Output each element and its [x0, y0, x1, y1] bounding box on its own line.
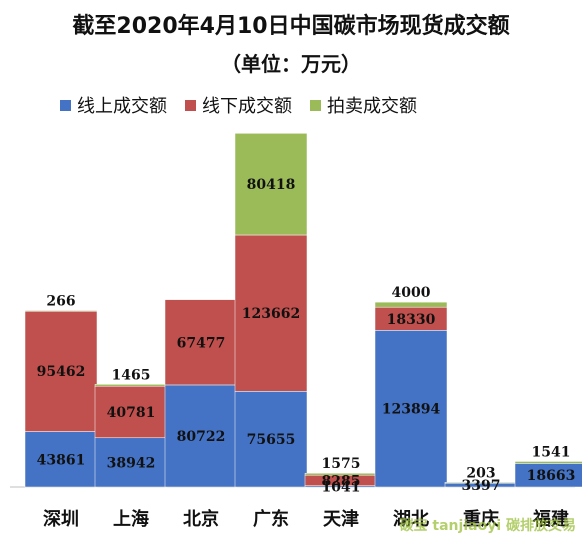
bar-深圳-series-1 — [24, 310, 98, 432]
bar-广东-series-2 — [234, 133, 308, 236]
bar-上海-series-2 — [94, 384, 168, 387]
bar-广东-series-0 — [234, 391, 308, 488]
legend-swatch-auction — [310, 99, 321, 111]
bar-福建-series-2 — [514, 461, 582, 464]
bar-上海-series-1 — [94, 385, 168, 439]
legend-item-online: 线上成交额 — [60, 92, 167, 118]
legend-swatch-offline — [185, 99, 196, 111]
bar-上海-series-0 — [94, 437, 168, 488]
legend-item-offline: 线下成交额 — [185, 92, 292, 118]
bar-广东-series-1 — [234, 234, 308, 392]
data-label-天津-series-2: 1575 — [322, 456, 361, 472]
x-tick-label-广东: 广东 — [253, 508, 289, 530]
data-label-上海-series-2: 1465 — [112, 367, 151, 383]
bar-北京-series-0 — [164, 384, 238, 488]
x-tick-label-重庆: 重庆 — [463, 508, 499, 530]
legend-label-online: 线上成交额 — [77, 96, 167, 117]
data-label-重庆-series-2: 203 — [466, 465, 495, 481]
legend-item-auction: 拍卖成交额 — [310, 92, 417, 118]
data-label-广东-series-1: 123662 — [242, 306, 300, 322]
x-tick-label-天津: 天津 — [323, 508, 359, 530]
data-label-天津-series-0: 1041 — [322, 479, 361, 495]
x-tick-label-福建: 福建 — [532, 508, 569, 530]
data-label-深圳-series-1: 95462 — [37, 364, 86, 380]
bar-北京-series-1 — [164, 299, 238, 386]
bar-湖北-series-2 — [374, 301, 448, 308]
data-label-深圳-series-0: 43861 — [37, 452, 86, 468]
data-label-北京-series-1: 67477 — [177, 335, 226, 351]
chart-subtitle: （单位：万元） — [221, 52, 361, 76]
data-label-湖北-series-2: 4000 — [392, 285, 431, 301]
x-tick-label-上海: 上海 — [113, 508, 149, 530]
bar-湖北-series-0 — [374, 330, 448, 488]
data-label-上海-series-0: 38942 — [107, 455, 156, 471]
bar-深圳-series-2 — [24, 310, 98, 312]
x-tick-label-北京: 北京 — [183, 508, 219, 530]
data-label-天津-series-1: 8285 — [322, 473, 361, 489]
data-label-广东-series-2: 80418 — [247, 177, 296, 193]
legend-label-offline: 线下成交额 — [202, 96, 292, 117]
data-label-重庆-series-0: 3397 — [462, 478, 501, 494]
legend: 线上成交额 线下成交额 拍卖成交额 — [60, 92, 417, 118]
bar-深圳-series-0 — [24, 431, 98, 488]
legend-swatch-online — [60, 99, 71, 111]
data-label-湖北-series-0: 123894 — [382, 402, 441, 418]
x-tick-label-湖北: 湖北 — [393, 509, 429, 530]
data-label-深圳-series-2: 266 — [46, 294, 75, 310]
data-label-广东-series-0: 75655 — [247, 432, 296, 448]
watermark: 碳宝 tanjiaoyi 碳排放交易 — [399, 518, 576, 534]
data-label-上海-series-1: 40781 — [107, 405, 156, 421]
chart-title: 截至2020年4月10日中国碳市场现货成交额 — [72, 14, 510, 39]
data-label-福建-series-2: 1541 — [532, 444, 571, 460]
legend-label-auction: 拍卖成交额 — [327, 96, 417, 117]
x-tick-label-深圳: 深圳 — [43, 508, 79, 530]
data-label-福建-series-0: 18663 — [527, 468, 576, 484]
data-label-湖北-series-1: 18330 — [387, 312, 436, 328]
data-label-北京-series-0: 80722 — [177, 429, 226, 445]
